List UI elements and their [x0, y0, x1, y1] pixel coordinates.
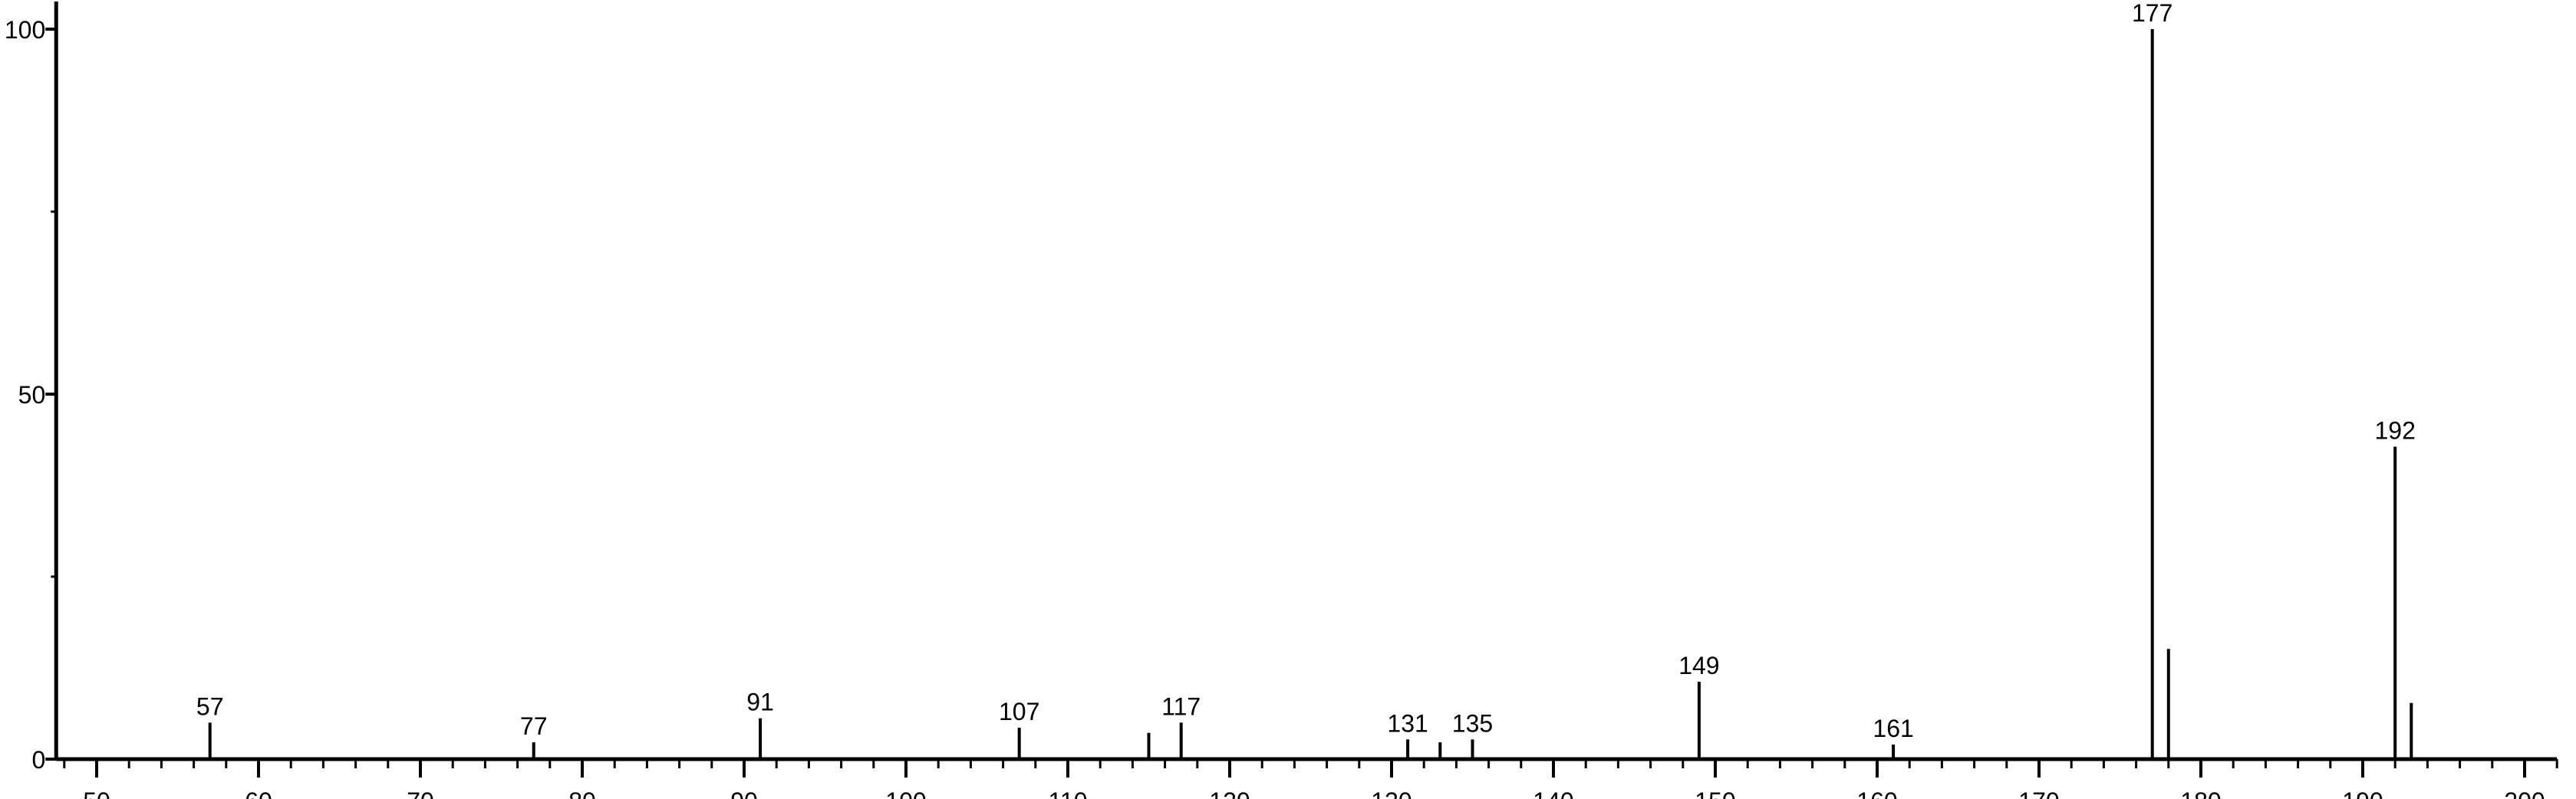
x-tick-label: 70 [407, 787, 434, 799]
y-tick-label: 0 [31, 746, 45, 774]
x-tick-label: 50 [83, 787, 110, 799]
peak-label: 177 [2132, 0, 2172, 27]
peak-label: 149 [1678, 652, 1719, 679]
x-tick-label: 110 [1048, 787, 1087, 799]
peak-label: 57 [196, 692, 224, 720]
x-tick-label: 180 [2180, 787, 2221, 799]
x-tick-label: 140 [1533, 787, 1573, 799]
x-tick-label: 80 [568, 787, 596, 799]
peak-label: 192 [2375, 417, 2416, 445]
x-tick-label: 160 [1856, 787, 1897, 799]
peak-label: 117 [1161, 692, 1201, 720]
x-tick-label: 150 [1695, 787, 1735, 799]
peak-label: 135 [1452, 709, 1493, 737]
x-tick-label: 130 [1371, 787, 1412, 799]
x-tick-label: 60 [245, 787, 272, 799]
x-tick-label: 190 [2342, 787, 2383, 799]
x-tick-label: 90 [730, 787, 758, 799]
y-tick-label: 100 [5, 16, 45, 44]
y-tick-label: 50 [18, 381, 46, 409]
x-tick-label: 120 [1209, 787, 1250, 799]
axes: 50 60 70 80 90 100 110 120 130 140 150 160 170 180 190… [5, 2, 2558, 799]
peak-label: 91 [746, 689, 774, 716]
x-tick-label: 200 [2504, 787, 2545, 799]
peaks: 57 77 91 107 117 131 135 149 161 177 192 [196, 0, 2416, 759]
peak-label: 131 [1387, 709, 1428, 737]
x-tick-label: 170 [2018, 787, 2059, 799]
peak-label: 77 [520, 712, 548, 740]
peak-label: 161 [1873, 715, 1913, 742]
peak-label: 107 [999, 698, 1039, 725]
x-tick-label: 100 [885, 787, 926, 799]
